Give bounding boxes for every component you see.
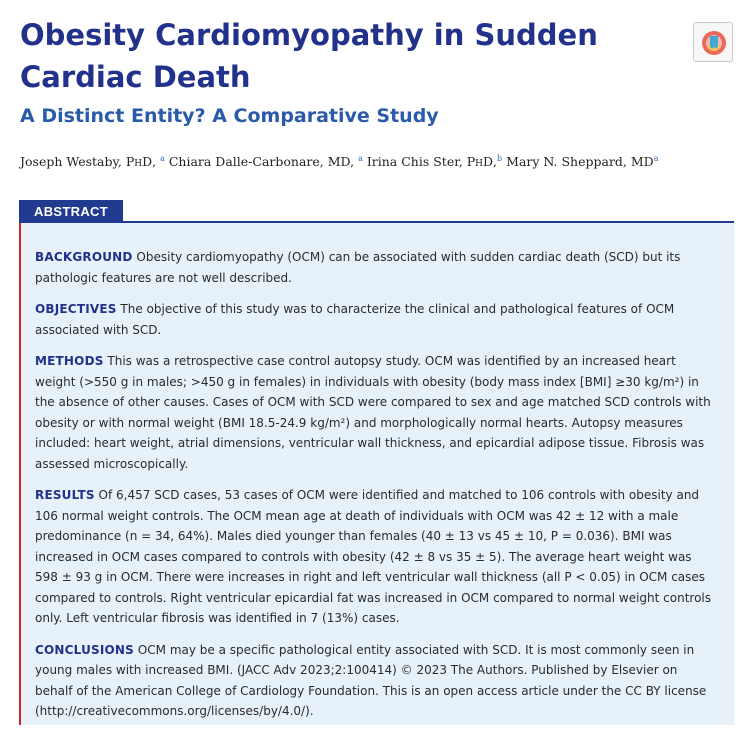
author[interactable]: Joseph Westaby, PhD, a (20, 154, 165, 169)
abstract-methods: METHODS This was a retrospective case co… (35, 354, 711, 471)
affiliation-marker[interactable]: b (497, 154, 503, 163)
abstract-conclusions: CONCLUSIONS OCM may be a specific pathol… (35, 642, 707, 719)
author[interactable]: Irina Chis Ster, PhD,b (366, 154, 503, 169)
affiliation-marker[interactable]: a (358, 154, 363, 163)
crossmark-button[interactable] (693, 22, 733, 62)
abstract-objectives: OBJECTIVES The objective of this study w… (35, 302, 675, 337)
article-subtitle: A Distinct Entity? A Comparative Study (20, 105, 439, 127)
crossmark-icon (702, 31, 726, 55)
abstract-background: BACKGROUND Obesity cardiomyopathy (OCM) … (35, 250, 681, 285)
abstract-heading: ABSTRACT (19, 200, 123, 223)
author-list: Joseph Westaby, PhD, a Chiara Dalle-Carb… (20, 153, 658, 171)
abstract-divider (19, 221, 734, 223)
author[interactable]: Mary N. Sheppard, MDa (506, 154, 659, 169)
affiliation-marker[interactable]: a (653, 154, 659, 163)
affiliation-marker[interactable]: a (160, 154, 165, 163)
abstract-panel (19, 222, 734, 725)
author[interactable]: Chiara Dalle-Carbonare, MD, a (168, 154, 363, 169)
abstract-body: BACKGROUND Obesity cardiomyopathy (OCM) … (35, 247, 715, 733)
abstract-results: RESULTS Of 6,457 SCD cases, 53 cases of … (35, 488, 712, 625)
article-title: Obesity Cardiomyopathy in Sudden Cardiac… (20, 18, 598, 94)
